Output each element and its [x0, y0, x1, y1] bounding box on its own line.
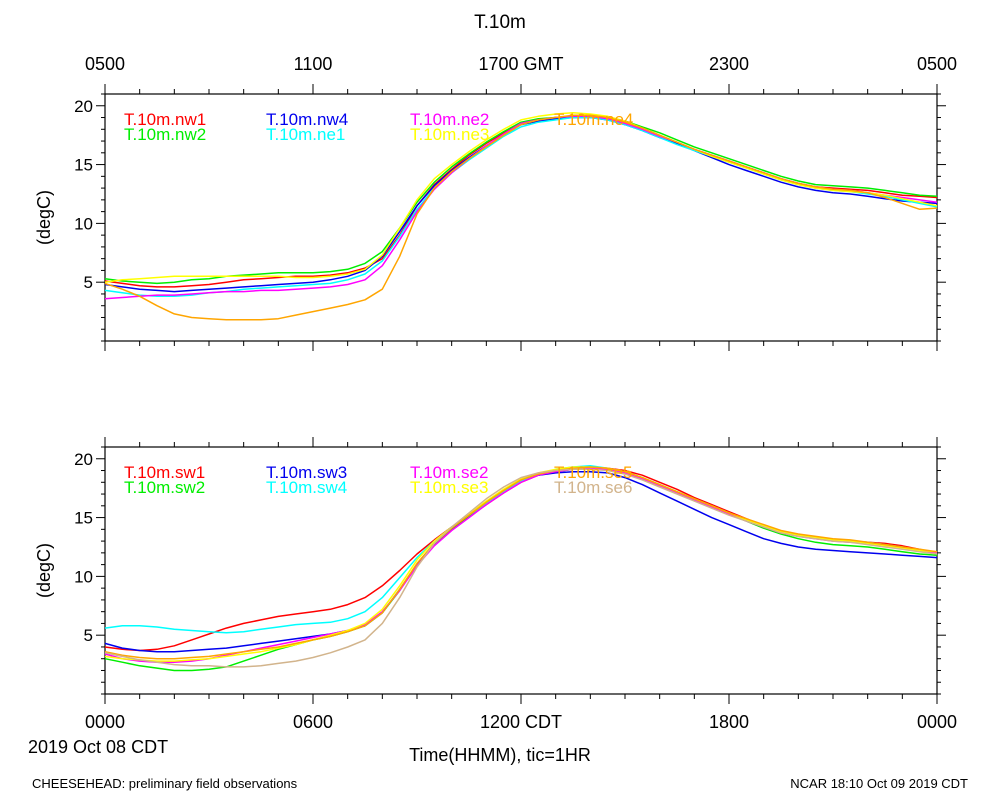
top-y-tick-label: 10 — [74, 214, 93, 233]
bottom-plot-frame — [104, 446, 938, 695]
bottom-legend-T-10m-sw3: T.10m.sw3 — [266, 463, 347, 482]
bottom-series-line-T-10m-sw2 — [104, 467, 938, 672]
top-x-tick-label: 2300 — [709, 54, 749, 74]
top-series-line-T-10m-nw4 — [104, 116, 938, 293]
top-legend-T-10m-ne4: T.10m.ne4 — [554, 110, 633, 129]
date-label: 2019 Oct 08 CDT — [28, 737, 169, 757]
bottom-x-tick-label: 0000 — [85, 712, 125, 732]
top-series-line-T-10m-ne2 — [104, 115, 938, 300]
top-legend-T-10m-ne2: T.10m.ne2 — [410, 110, 489, 129]
bottom-x-tick-label: 1200 CDT — [480, 712, 562, 732]
top-series-line-T-10m-nw2 — [104, 115, 938, 285]
top-series-line-T-10m-ne1 — [104, 116, 938, 298]
footer-right: NCAR 18:10 Oct 09 2019 CDT — [790, 776, 968, 791]
top-series-line-T-10m-ne4 — [104, 114, 938, 321]
top-series-line-T-10m-nw1 — [104, 115, 938, 288]
top-x-tick-label: 0500 — [917, 54, 957, 74]
bottom-legend-T-10m-se2: T.10m.se2 — [410, 463, 488, 482]
bottom-series-line-T-10m-se3 — [104, 466, 938, 662]
top-y-tick-label: 20 — [74, 97, 93, 116]
bottom-y-tick-label: 5 — [84, 626, 93, 645]
x-axis-title: Time(HHMM), tic=1HR — [409, 745, 591, 765]
top-legend-T-10m-ne1: T.10m.ne1 — [266, 125, 345, 144]
top-x-tick-label: 1100 — [294, 54, 333, 74]
top-y-tick-label: 5 — [84, 273, 93, 292]
top-series-line-T-10m-ne3 — [104, 112, 938, 283]
bottom-legend-T-10m-sw2: T.10m.sw2 — [124, 478, 205, 497]
bottom-y-tick-label: 20 — [74, 450, 93, 469]
bottom-legend-T-10m-se3: T.10m.se3 — [410, 478, 488, 497]
bottom-y-axis-label: (degC) — [34, 543, 54, 598]
bottom-series-line-T-10m-sw1 — [104, 466, 938, 652]
top-x-tick-label: 0500 — [85, 54, 125, 74]
bottom-legend-T-10m-sw1: T.10m.sw1 — [124, 463, 205, 482]
top-legend-T-10m-nw1: T.10m.nw1 — [124, 110, 206, 129]
top-legend-T-10m-nw4: T.10m.nw4 — [266, 110, 348, 129]
bottom-y-tick-label: 10 — [74, 567, 93, 586]
bottom-series-line-T-10m-sw3 — [104, 470, 938, 653]
footer-left: CHEESEHEAD: preliminary field observatio… — [32, 776, 298, 791]
bottom-legend-T-10m-sw4: T.10m.sw4 — [266, 478, 347, 497]
top-y-tick-label: 15 — [74, 156, 93, 175]
top-y-axis-label: (degC) — [34, 190, 54, 245]
bottom-legend-T-10m-se6: T.10m.se6 — [554, 478, 632, 497]
bottom-y-tick-label: 15 — [74, 509, 93, 528]
bottom-series-line-T-10m-se6 — [104, 468, 938, 668]
top-legend-T-10m-ne3: T.10m.ne3 — [410, 125, 489, 144]
top-plot-frame — [104, 93, 938, 342]
top-legend-T-10m-nw2: T.10m.nw2 — [124, 125, 206, 144]
bottom-legend-T-10m-se5: T.10m.se5 — [554, 463, 632, 482]
page-title: T.10m — [474, 12, 526, 33]
bottom-x-tick-label: 0600 — [293, 712, 333, 732]
top-x-tick-label: 1700 GMT — [478, 54, 563, 74]
bottom-series-line-T-10m-se5 — [104, 466, 938, 660]
bottom-x-tick-label: 0000 — [917, 712, 957, 732]
bottom-x-tick-label: 1800 — [709, 712, 749, 732]
